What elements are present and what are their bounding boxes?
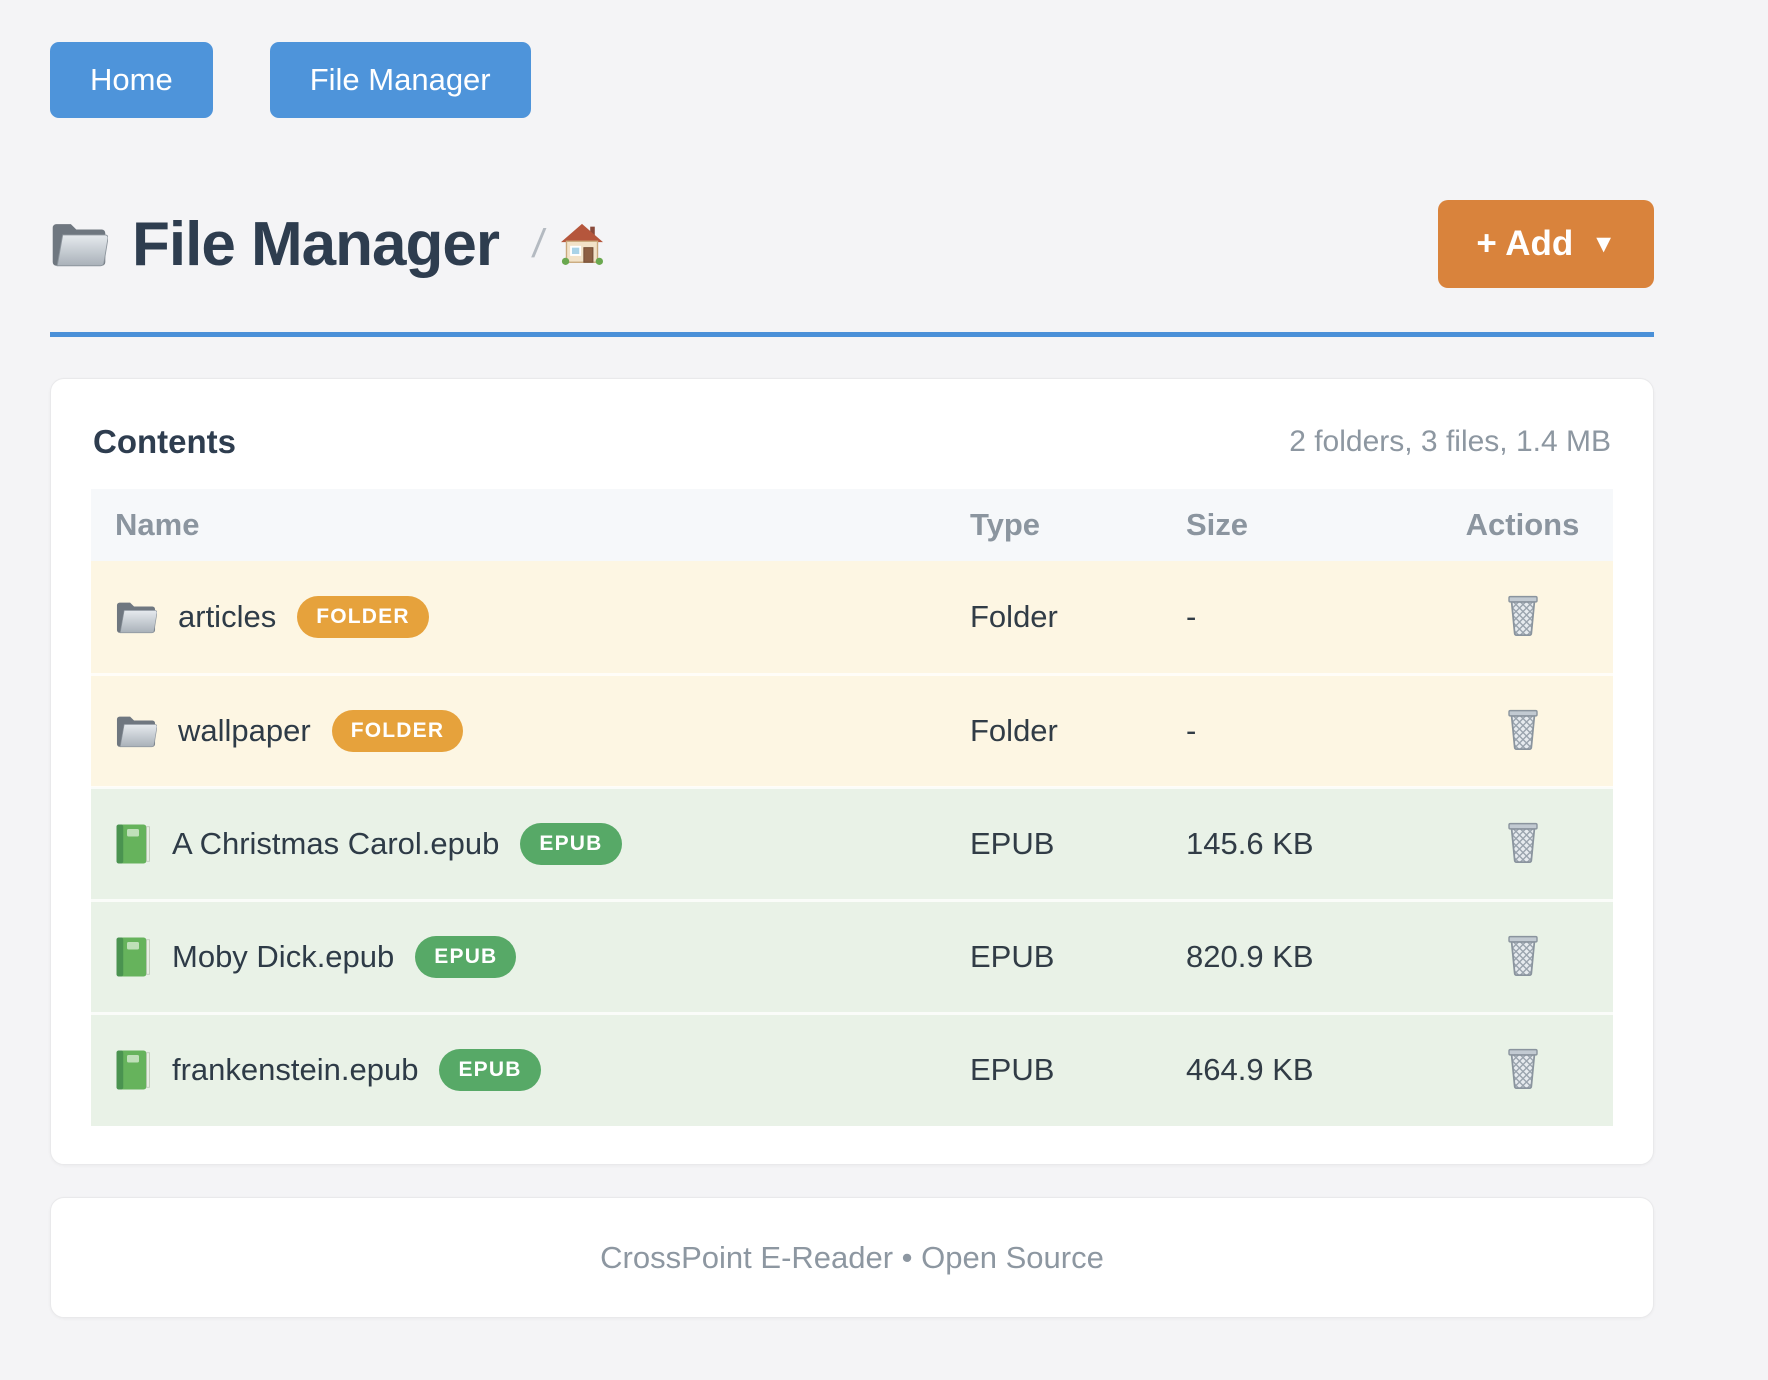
table-row[interactable]: Moby Dick.epub EPUB EPUB 820.9 KB: [91, 898, 1613, 1013]
name-cell[interactable]: Moby Dick.epub EPUB: [91, 935, 970, 979]
contents-heading: Contents: [93, 423, 236, 460]
file-name[interactable]: frankenstein.epub: [172, 1052, 419, 1088]
chevron-down-icon: ▼: [1591, 229, 1616, 258]
file-table: Name Type Size Actions: [91, 489, 1613, 1126]
contents-table-body: articles FOLDER Folder -: [91, 561, 1613, 1126]
name-cell[interactable]: articles FOLDER: [91, 595, 970, 638]
delete-button[interactable]: [1501, 930, 1545, 980]
name-cell[interactable]: wallpaper FOLDER: [91, 709, 970, 752]
column-header-type: Type: [970, 489, 1186, 561]
file-size: -: [1186, 561, 1432, 674]
book-icon: [116, 1050, 150, 1090]
file-type: EPUB: [970, 1011, 1186, 1126]
table-row[interactable]: articles FOLDER Folder -: [91, 561, 1613, 674]
delete-button[interactable]: [1501, 817, 1545, 867]
folder-icon: [52, 224, 108, 267]
file-type: EPUB: [970, 785, 1186, 900]
file-badge: EPUB: [520, 822, 622, 865]
delete-button[interactable]: [1501, 590, 1545, 640]
folder-icon: [116, 602, 157, 633]
trash-icon: [1507, 595, 1538, 636]
trash-icon: [1507, 935, 1538, 976]
page: Home File Manager File Manager /: [50, 0, 1654, 1318]
name-cell[interactable]: frankenstein.epub EPUB: [91, 1048, 970, 1092]
table-row[interactable]: frankenstein.epub EPUB EPUB 464.9 KB: [91, 1011, 1613, 1126]
footer-text: CrossPoint E-Reader • Open Source: [600, 1239, 1104, 1275]
delete-button[interactable]: [1501, 704, 1545, 754]
breadcrumb: /: [529, 221, 604, 267]
house-icon[interactable]: [560, 223, 604, 265]
file-manager-button[interactable]: File Manager: [269, 42, 531, 118]
footer-card: CrossPoint E-Reader • Open Source: [50, 1197, 1654, 1318]
add-button-label: + Add: [1476, 224, 1574, 263]
trash-icon: [1507, 709, 1538, 750]
file-size: 145.6 KB: [1186, 785, 1432, 900]
name-cell[interactable]: A Christmas Carol.epub EPUB: [91, 822, 970, 866]
add-button[interactable]: + Add ▼: [1438, 200, 1654, 288]
column-header-size: Size: [1186, 489, 1432, 561]
file-name[interactable]: articles: [178, 598, 277, 634]
file-badge: FOLDER: [331, 709, 464, 752]
file-size: 820.9 KB: [1186, 898, 1432, 1013]
page-header: File Manager / + Add ▼: [50, 200, 1654, 288]
title-wrap: File Manager /: [50, 209, 604, 280]
trash-icon: [1507, 1049, 1538, 1090]
file-type: Folder: [970, 561, 1186, 674]
file-name[interactable]: wallpaper: [178, 712, 311, 748]
book-icon: [116, 937, 150, 976]
breadcrumb-separator: /: [529, 221, 548, 266]
file-name[interactable]: A Christmas Carol.epub: [172, 825, 500, 861]
page-title: File Manager: [132, 209, 500, 279]
file-badge: EPUB: [415, 935, 517, 978]
contents-summary: 2 folders, 3 files, 1.4 MB: [1289, 425, 1611, 458]
delete-button[interactable]: [1501, 1043, 1545, 1093]
trash-icon: [1507, 822, 1538, 863]
file-size: 464.9 KB: [1186, 1011, 1432, 1126]
file-type: EPUB: [970, 898, 1186, 1013]
file-badge: FOLDER: [297, 595, 429, 638]
table-row[interactable]: wallpaper FOLDER Folder -: [91, 672, 1613, 787]
column-header-name: Name: [91, 489, 970, 561]
file-badge: EPUB: [439, 1049, 541, 1092]
book-icon: [116, 824, 150, 863]
table-row[interactable]: A Christmas Carol.epub EPUB EPUB 145.6 K…: [91, 785, 1613, 900]
file-name[interactable]: Moby Dick.epub: [172, 938, 395, 974]
contents-card: Contents 2 folders, 3 files, 1.4 MB Name…: [50, 378, 1654, 1165]
top-nav: Home File Manager: [50, 42, 1654, 118]
folder-icon: [116, 716, 157, 747]
home-button[interactable]: Home: [50, 42, 213, 118]
header-divider: [50, 332, 1654, 337]
file-size: -: [1186, 672, 1432, 787]
contents-card-header: Contents 2 folders, 3 files, 1.4 MB: [91, 423, 1613, 461]
table-header-row: Name Type Size Actions: [91, 489, 1613, 561]
file-type: Folder: [970, 672, 1186, 787]
column-header-actions: Actions: [1432, 489, 1613, 561]
